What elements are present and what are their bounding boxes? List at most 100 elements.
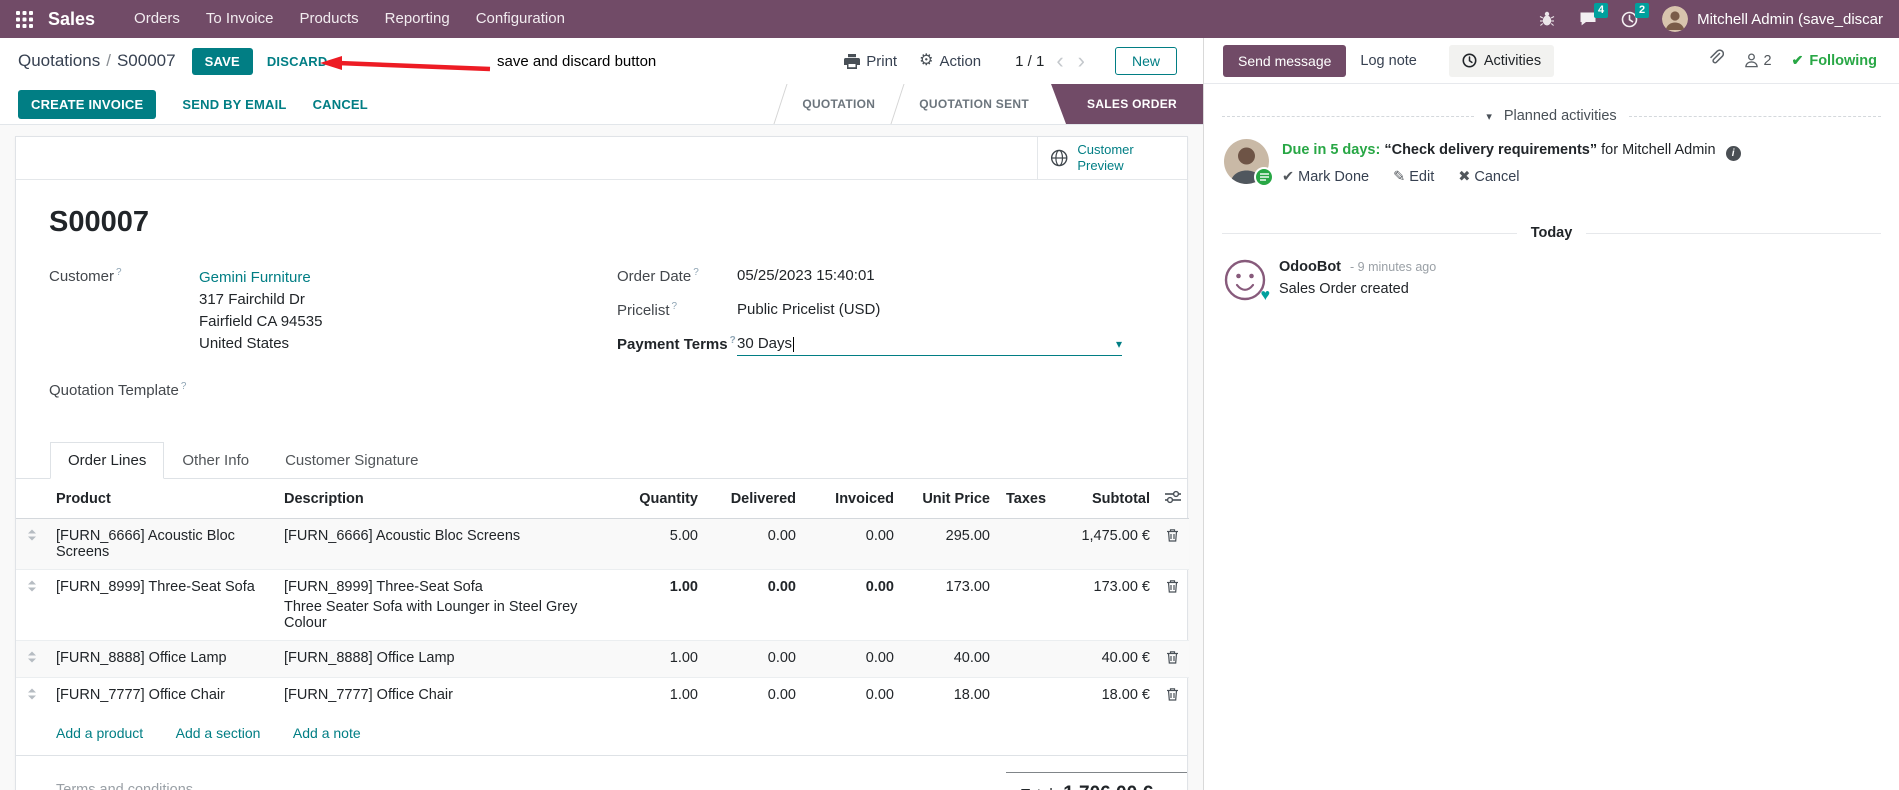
order-line-row[interactable]: [FURN_6666] Acoustic Bloc Screens [FURN_… [16,518,1189,570]
delete-line-icon[interactable] [1166,687,1179,704]
user-menu[interactable]: Mitchell Admin (save_discar [1662,6,1883,32]
cell-quantity[interactable]: 1.00 [606,640,706,678]
cell-taxes[interactable] [998,518,1054,570]
edit-activity-button[interactable]: ✎ Edit [1393,169,1435,185]
today-divider: Today [1222,225,1881,241]
send-message-button[interactable]: Send message [1223,44,1347,77]
cell-description[interactable]: [FURN_8888] Office Lamp [276,640,606,678]
annotation-label: save and discard button [497,53,657,70]
dropdown-caret-icon[interactable]: ▾ [1115,337,1122,351]
cell-quantity[interactable]: 5.00 [606,518,706,570]
activity-summary: “Check delivery requirements” [1384,142,1598,158]
cell-delivered[interactable]: 0.00 [706,569,804,641]
clock-icon [1462,53,1477,68]
cell-product[interactable]: [FURN_8888] Office Lamp [48,640,276,678]
planned-activities-toggle[interactable]: ▾ Planned activities [1222,108,1881,124]
drag-handle-icon[interactable] [26,580,38,597]
cell-product[interactable]: [FURN_8999] Three-Seat Sofa [48,569,276,641]
cell-delivered[interactable]: 0.00 [706,677,804,714]
log-note-button[interactable]: Log note [1346,45,1430,77]
cancel-button[interactable]: CANCEL [312,96,368,112]
activity-item: Due in 5 days: “Check delivery requireme… [1204,124,1899,187]
debug-bug-icon[interactable] [1539,11,1555,27]
pager-next-icon[interactable]: › [1077,48,1085,73]
cell-description[interactable]: [FURN_6666] Acoustic Bloc Screens [276,518,606,570]
cell-quantity[interactable]: 1.00 [606,569,706,641]
optional-columns-icon[interactable] [1165,490,1181,507]
breadcrumb-quotations-link[interactable]: Quotations [18,51,101,70]
nav-menu-products[interactable]: Products [299,10,359,27]
cancel-activity-button[interactable]: ✖ Cancel [1458,169,1520,185]
nav-menu-orders[interactable]: Orders [134,10,180,27]
pager-previous-icon[interactable]: ‹ [1056,48,1064,73]
print-button[interactable]: Print [844,53,897,70]
followers-button[interactable]: 2 [1744,53,1772,69]
tab-other-info[interactable]: Other Info [182,452,250,469]
payment-terms-field[interactable]: 30 Days ▾ [737,335,1122,356]
cell-invoiced[interactable]: 0.00 [804,677,902,714]
annotation-red-arrow [320,56,491,72]
order-line-row[interactable]: [FURN_8888] Office Lamp [FURN_8888] Offi… [16,640,1189,678]
order-line-row[interactable]: [FURN_7777] Office Chair [FURN_7777] Off… [16,677,1189,714]
delete-line-icon[interactable] [1166,650,1179,667]
chatter-toolbar: Send message Log note Activities 2 ✔ Fol… [1204,38,1899,84]
app-name[interactable]: Sales [48,8,96,29]
nav-menu-reporting[interactable]: Reporting [384,10,450,27]
cell-unit-price[interactable]: 295.00 [902,518,998,570]
nav-menu-configuration[interactable]: Configuration [475,10,565,27]
cell-unit-price[interactable]: 173.00 [902,569,998,641]
info-icon[interactable]: i [1725,146,1741,161]
help-question-mark: ? [693,267,699,278]
cell-taxes[interactable] [998,569,1054,641]
cell-product[interactable]: [FURN_7777] Office Chair [48,677,276,714]
drag-handle-icon[interactable] [26,688,38,705]
help-question-mark: ? [180,381,187,392]
delete-line-icon[interactable] [1166,579,1179,596]
state-quotation-sent[interactable]: QUOTATION SENT [897,84,1051,124]
customer-link[interactable]: Gemini Furniture [199,269,311,286]
activities-button[interactable]: Activities [1448,44,1555,77]
cell-taxes[interactable] [998,640,1054,678]
nav-menu-to-invoice[interactable]: To Invoice [205,10,274,27]
add-a-note-link[interactable]: Add a note [292,725,361,741]
mark-done-button[interactable]: ✔ Mark Done [1282,169,1370,185]
terms-and-conditions-field[interactable]: Terms and conditions... [56,782,206,790]
cell-delivered[interactable]: 0.00 [706,640,804,678]
tab-order-lines[interactable]: Order Lines [50,442,165,479]
state-sales-order[interactable]: SALES ORDER [1051,84,1203,124]
order-line-row[interactable]: [FURN_8999] Three-Seat Sofa [FURN_8999] … [16,569,1189,641]
state-quotation[interactable]: QUOTATION [780,84,897,124]
col-invoiced: Invoiced [804,479,902,519]
drag-handle-icon[interactable] [26,529,38,546]
cell-delivered[interactable]: 0.00 [706,518,804,570]
save-button[interactable]: SAVE [191,47,253,75]
delete-line-icon[interactable] [1166,528,1179,545]
create-invoice-button[interactable]: CREATE INVOICE [18,89,157,119]
cell-invoiced[interactable]: 0.00 [804,518,902,570]
drag-handle-icon[interactable] [26,651,38,668]
apps-grid-icon[interactable] [16,10,33,28]
add-a-section-link[interactable]: Add a section [175,725,261,741]
tab-customer-signature[interactable]: Customer Signature [285,452,419,469]
cell-invoiced[interactable]: 0.00 [804,640,902,678]
action-button[interactable]: ⚙ Action [919,53,981,70]
cell-taxes[interactable] [998,677,1054,714]
discard-button[interactable]: DISCARD [266,53,328,69]
new-button[interactable]: New [1114,47,1177,75]
cell-quantity[interactable]: 1.00 [606,677,706,714]
attachments-paperclip-icon[interactable] [1707,49,1724,72]
activity-clock-icon[interactable]: 2 [1621,2,1650,28]
cell-invoiced[interactable]: 0.00 [804,569,902,641]
add-a-product-link[interactable]: Add a product [56,725,144,741]
cell-product[interactable]: [FURN_6666] Acoustic Bloc Screens [48,518,276,570]
cell-unit-price[interactable]: 40.00 [902,640,998,678]
following-button[interactable]: ✔ Following [1792,52,1877,69]
send-by-email-button[interactable]: SEND BY EMAIL [182,96,287,112]
order-date-field[interactable]: 05/25/2023 15:40:01 [737,267,875,284]
pricelist-field[interactable]: Public Pricelist (USD) [737,301,881,318]
cell-description[interactable]: [FURN_8999] Three-Seat Sofa Three Seater … [276,569,606,641]
messages-icon[interactable]: 4 [1579,3,1609,27]
cell-description[interactable]: [FURN_7777] Office Chair [276,677,606,714]
customer-preview-button[interactable]: Customer Preview [1037,137,1187,179]
cell-unit-price[interactable]: 18.00 [902,677,998,714]
